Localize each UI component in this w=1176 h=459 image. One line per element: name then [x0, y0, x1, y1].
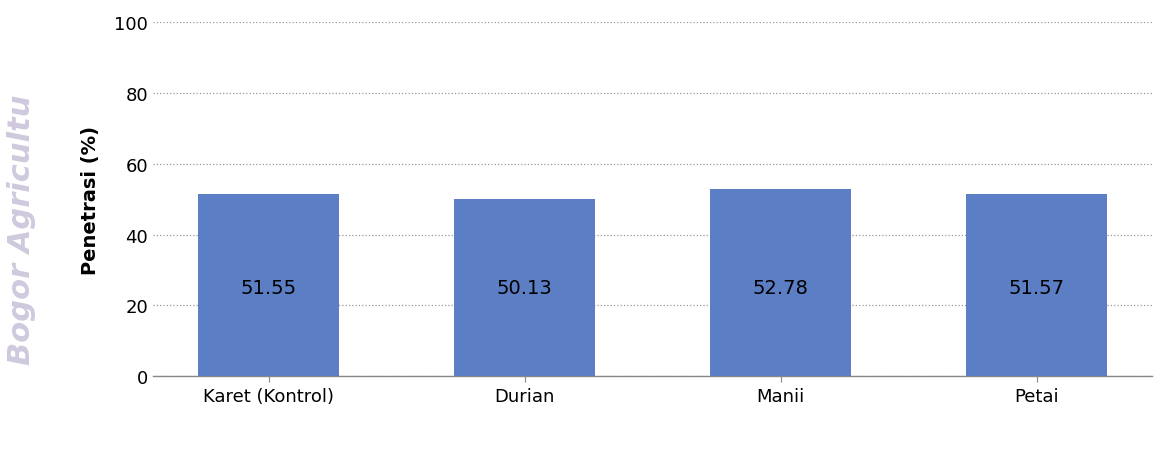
Bar [454, 199, 595, 376]
Y-axis label: Penetrasi (%): Penetrasi (%) [81, 125, 100, 274]
Text: 50.13: 50.13 [496, 279, 553, 297]
Text: 51.57: 51.57 [1009, 279, 1064, 297]
Text: 52.78: 52.78 [753, 279, 809, 297]
Bar [710, 190, 851, 376]
Text: 51.55: 51.55 [241, 279, 296, 297]
Text: Bogor Agricultu: Bogor Agricultu [7, 95, 35, 364]
Bar [967, 194, 1107, 376]
Bar [199, 194, 339, 376]
